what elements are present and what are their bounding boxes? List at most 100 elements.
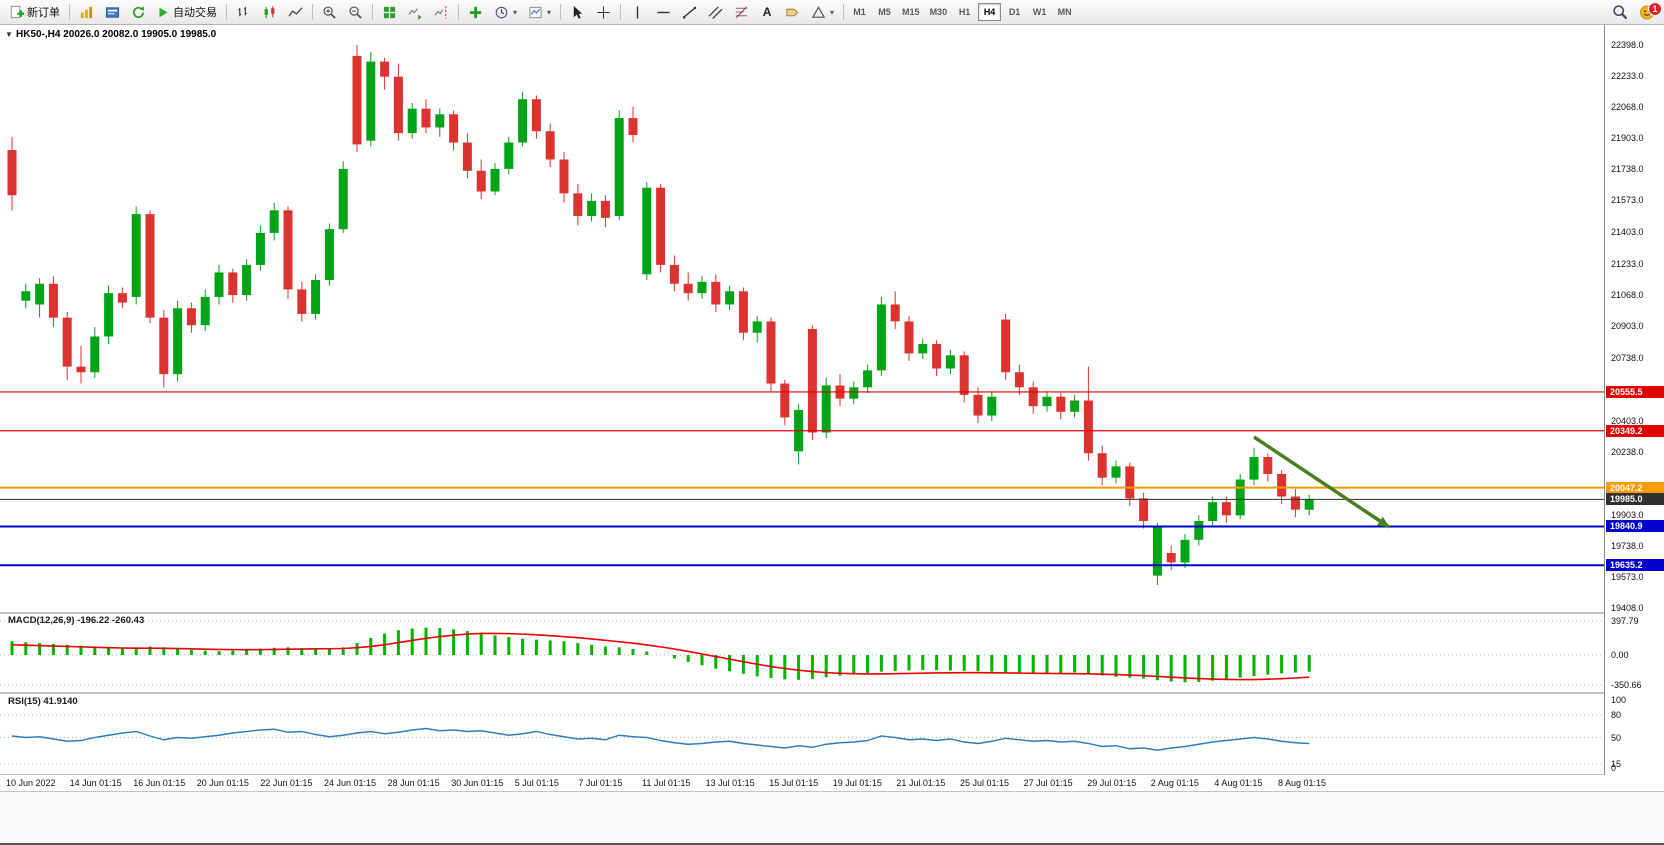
candle [1235,479,1245,516]
label-button[interactable] [780,2,805,23]
time-axis-label: 25 Jul 01:15 [960,778,1010,788]
refresh-button[interactable] [126,2,151,23]
chart-shift-button[interactable] [429,2,454,23]
time-axis-label: 21 Jul 01:15 [896,778,946,788]
macd-signal-line [11,632,1310,681]
candle [104,293,114,337]
channel-button[interactable] [703,2,728,23]
periods-button[interactable]: ▾ [489,2,522,23]
line-chart-button[interactable] [283,2,308,23]
search-icon [1613,5,1628,20]
clock-icon [495,6,508,18]
candle [324,229,334,280]
chart-menu-icon[interactable]: ▼ [5,30,13,39]
autotrading-icon [159,7,168,17]
zoom-in-button[interactable] [317,2,342,23]
price-chart[interactable] [0,25,1604,775]
templates-icon [529,6,542,18]
candle [669,264,679,284]
timeframe-button-m30[interactable]: M30 [926,3,952,21]
candle [614,118,624,216]
new-order-icon [10,5,24,18]
price-tick: 21573.0 [1611,195,1644,206]
time-axis-label: 14 Jun 01:15 [69,778,122,788]
candle [76,366,86,373]
horizontal-line-button[interactable] [651,2,676,23]
trend-arrow[interactable] [1253,435,1390,529]
horizontal-line-icon [657,11,670,13]
indicators-button[interactable] [463,2,488,23]
candle [600,200,610,218]
candle [1125,466,1135,499]
rsi-axis-tick: 15 [1611,758,1622,769]
candle [1083,400,1093,454]
community-button[interactable]: 1 [1634,1,1662,23]
cursor-icon [573,5,583,19]
timeframe-button-d1[interactable]: D1 [1003,3,1026,21]
price-tick: 21233.0 [1611,259,1644,270]
candle [1263,456,1273,474]
candle [62,317,72,367]
candle [1208,502,1218,521]
candle [531,99,541,132]
price-axis[interactable]: 22398.0 22233.0 22068.0 21903.0 21738.0 21573… [1604,25,1664,775]
candle [1166,553,1176,563]
bar-chart-icon [238,6,247,16]
indicators-add-icon [469,6,482,18]
new-order-button[interactable]: 新订单 [4,2,65,23]
price-tick: 19408.0 [1611,602,1644,613]
candle [559,159,569,194]
new-chart-button[interactable] [74,2,99,23]
price-level-badge: 19840.9 [1606,520,1664,533]
timeframe-button-h4[interactable]: H4 [978,3,1002,21]
profiles-button[interactable] [100,2,125,23]
caret-down-icon: ▾ [547,7,552,17]
timeframe-button-m1[interactable]: M1 [848,3,871,21]
candle [1277,473,1287,497]
templates-button[interactable]: ▾ [523,2,556,23]
crosshair-icon [597,5,610,19]
time-axis-label: 20 Jun 01:15 [196,778,249,788]
text-button[interactable]: A [755,2,779,23]
search-button[interactable] [1607,2,1633,23]
candle [1290,496,1300,510]
fibonacci-button[interactable] [729,2,754,23]
candle [780,383,790,418]
chart-title: HK50-,H4 20026.0 20082.0 19905.0 19985.0 [16,29,217,40]
bar-chart-button[interactable] [231,2,256,23]
timeframe-button-m5[interactable]: M5 [873,3,896,21]
price-tick: 22398.0 [1611,40,1644,50]
price-tick: 19573.0 [1611,571,1644,582]
candle [145,214,155,318]
candle [255,232,265,265]
candle [393,76,403,134]
notification-badge[interactable]: 1 [1648,1,1662,16]
time-axis[interactable]: 10 Jun 2022 14 Jun 01:15 16 Jun 01:15 20 Ju… [0,775,1664,791]
tile-windows-button[interactable] [377,2,402,23]
vertical-line-button[interactable] [625,2,650,23]
new-order-label: 新订单 [27,7,60,19]
zoom-out-button[interactable] [343,2,368,23]
cursor-button[interactable] [565,2,590,23]
candle [1139,498,1149,521]
auto-scroll-button[interactable] [403,2,428,23]
time-axis-label: 28 Jun 01:15 [387,778,440,788]
candle [352,55,362,145]
candle [863,370,873,388]
candle [1180,539,1190,563]
timeframe-button-m15[interactable]: M15 [898,3,924,21]
autotrading-button[interactable]: 自动交易 [152,2,222,23]
crosshair-button[interactable] [591,2,616,23]
candle [228,272,238,296]
macd-axis-tick: -350.66 [1611,679,1642,690]
candlestick-button[interactable] [257,2,282,23]
toolbar-separator [560,4,562,20]
trendline-button[interactable] [677,2,702,23]
candle [973,394,983,416]
shapes-button[interactable]: ▾ [806,2,839,23]
timeframe-button-h1[interactable]: H1 [953,3,976,21]
timeframe-button-w1[interactable]: W1 [1028,3,1051,21]
candlestick-icon [264,5,275,18]
timeframe-button-mn[interactable]: MN [1053,3,1076,21]
